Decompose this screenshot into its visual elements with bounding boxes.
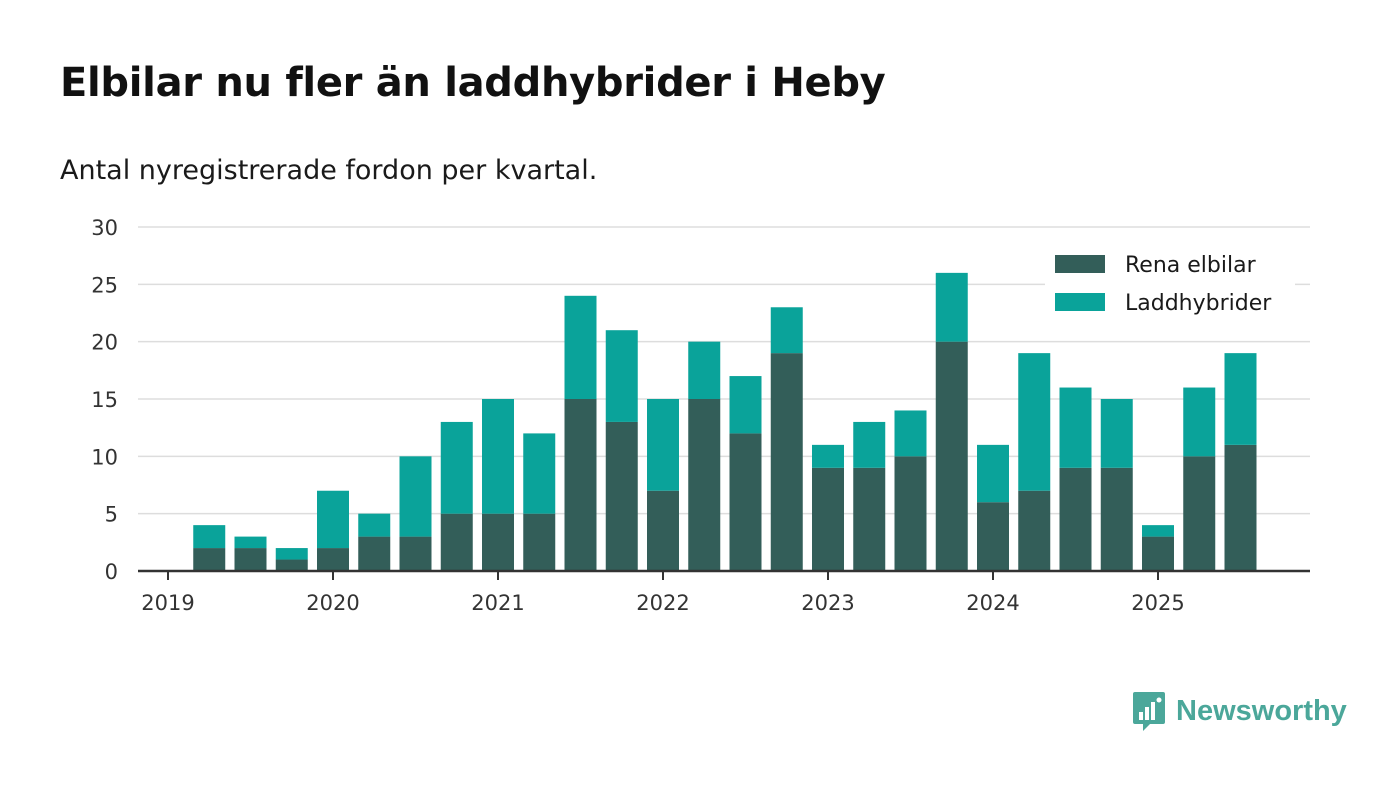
- bar-laddhybrider-23: [1100, 399, 1133, 468]
- chart-title: Elbilar nu fler än laddhybrider i Heby: [60, 60, 886, 106]
- y-tick-label-20: 20: [91, 331, 118, 355]
- bar-elbilar-26: [1224, 444, 1257, 571]
- legend: Rena elbilar Laddhybrider: [1045, 245, 1295, 323]
- bar-elbilar-11: [605, 421, 638, 571]
- bar-laddhybrider-14: [729, 376, 762, 434]
- bar-elbilar-7: [440, 513, 473, 571]
- bar-laddhybrider-10: [564, 295, 597, 399]
- bar-elbilar-5: [358, 536, 391, 571]
- bar-laddhybrider-2: [234, 536, 267, 549]
- bar-elbilar-20: [977, 502, 1009, 571]
- bar-elbilar-9: [523, 513, 556, 571]
- x-tick-label-2022: 2022: [636, 591, 689, 615]
- bar-elbilar-25: [1183, 456, 1216, 571]
- y-tick-label-30: 30: [91, 216, 118, 240]
- bar-laddhybrider-4: [317, 490, 349, 549]
- x-tick-label-2024: 2024: [966, 591, 1019, 615]
- bar-laddhybrider-20: [977, 444, 1009, 503]
- bar-laddhybrider-17: [853, 421, 886, 468]
- bar-laddhybrider-25: [1183, 387, 1216, 457]
- bar-elbilar-13: [688, 399, 721, 571]
- bars: [193, 272, 1257, 571]
- x-tick-label-2023: 2023: [801, 591, 854, 615]
- bar-elbilar-2: [234, 548, 267, 571]
- brand-logo: Newsworthy: [1132, 690, 1347, 732]
- bar-laddhybrider-24: [1142, 525, 1174, 537]
- bar-elbilar-15: [770, 353, 803, 571]
- bar-elbilar-19: [935, 341, 968, 571]
- bar-laddhybrider-8: [482, 399, 514, 514]
- bar-elbilar-24: [1142, 536, 1174, 571]
- bar-laddhybrider-21: [1018, 353, 1051, 491]
- bar-laddhybrider-11: [605, 330, 638, 422]
- bar-elbilar-8: [482, 513, 514, 571]
- bar-laddhybrider-1: [193, 525, 226, 549]
- bar-laddhybrider-26: [1224, 353, 1257, 445]
- bar-elbilar-10: [564, 399, 597, 571]
- bar-laddhybrider-7: [440, 421, 473, 514]
- bar-laddhybrider-12: [647, 399, 679, 491]
- y-tick-label-25: 25: [91, 273, 118, 297]
- bar-laddhybrider-16: [812, 444, 844, 468]
- bar-elbilar-17: [853, 467, 886, 571]
- bar-elbilar-4: [317, 548, 349, 571]
- y-tick-label-5: 5: [105, 503, 118, 527]
- bar-laddhybrider-19: [935, 272, 968, 342]
- legend-label-elbilar: Rena elbilar: [1125, 253, 1257, 278]
- x-tick-label-2020: 2020: [306, 591, 359, 615]
- legend-swatch-elbilar: [1055, 255, 1105, 273]
- bar-laddhybrider-13: [688, 341, 721, 399]
- bar-elbilar-12: [647, 490, 679, 571]
- y-tick-label-15: 15: [91, 388, 118, 412]
- brand-name: Newsworthy: [1176, 694, 1347, 727]
- bar-elbilar-21: [1018, 490, 1051, 571]
- bar-laddhybrider-15: [770, 307, 803, 354]
- x-tick-label-2019: 2019: [141, 591, 194, 615]
- y-tick-label-10: 10: [91, 445, 118, 469]
- bar-laddhybrider-5: [358, 513, 391, 537]
- chart-subtitle: Antal nyregistrerade fordon per kvartal.: [60, 155, 598, 186]
- bar-elbilar-14: [729, 433, 762, 571]
- y-tick-label-0: 0: [105, 560, 118, 584]
- bar-elbilar-18: [894, 456, 927, 571]
- x-tick-label-2021: 2021: [471, 591, 524, 615]
- legend-label-laddhybrider: Laddhybrider: [1125, 291, 1272, 316]
- bar-elbilar-22: [1059, 467, 1092, 571]
- x-tick-label-2025: 2025: [1131, 591, 1184, 615]
- bar-laddhybrider-22: [1059, 387, 1092, 468]
- bar-laddhybrider-9: [523, 433, 556, 514]
- bar-laddhybrider-18: [894, 410, 927, 457]
- legend-swatch-laddhybrider: [1055, 293, 1105, 311]
- bar-elbilar-6: [399, 536, 432, 571]
- bar-elbilar-16: [812, 467, 844, 571]
- newsworthy-logo-icon: [1133, 692, 1165, 731]
- bar-elbilar-3: [275, 559, 308, 571]
- bar-laddhybrider-3: [275, 548, 308, 560]
- bar-elbilar-23: [1100, 467, 1133, 571]
- bar-elbilar-1: [193, 548, 226, 571]
- bar-laddhybrider-6: [399, 456, 432, 537]
